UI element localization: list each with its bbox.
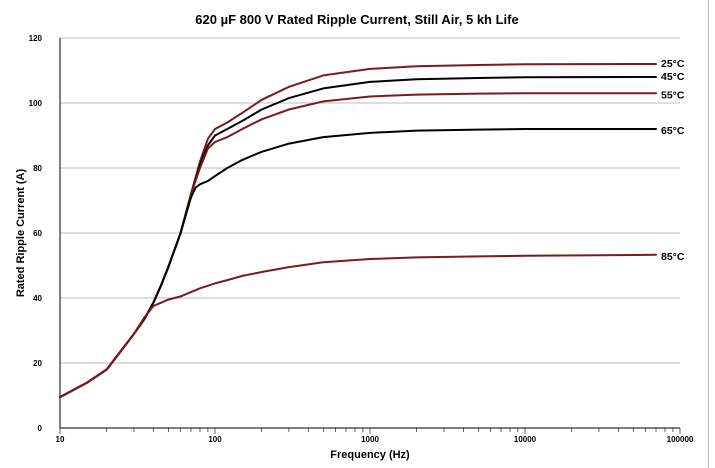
x-tick-label: 100	[208, 435, 222, 444]
x-tick-label: 10000	[514, 435, 537, 444]
series-lines	[59, 63, 657, 399]
series-label: 25°C	[661, 58, 685, 70]
y-tick-labels: 0 20 40 60 80 100 120	[29, 34, 43, 433]
series-label: 85°C	[661, 251, 685, 263]
series-label: 55°C	[661, 89, 685, 101]
y-tick-label: 60	[33, 229, 42, 238]
x-tick-label: 100000	[667, 435, 694, 444]
y-tick-label: 120	[29, 34, 43, 43]
y-tick-label: 40	[33, 294, 42, 303]
axes	[59, 38, 680, 429]
series-labels: 25°C45°C 55°C 65°C 85°C	[661, 58, 685, 263]
x-minor-ticks	[59, 428, 681, 434]
y-axis-label: Rated Ripple Current (A)	[15, 168, 27, 297]
x-tick-label: 1000	[361, 435, 379, 444]
y-tick-label: 80	[33, 164, 42, 173]
series-line-55c	[59, 92, 657, 399]
grid-lines	[60, 37, 680, 364]
series-line-25c	[59, 63, 657, 399]
series-line-85c	[59, 253, 657, 399]
x-axis-label: Frequency (Hz)	[330, 449, 410, 461]
x-tick-labels: 10 100 1000 10000 100000	[56, 435, 694, 444]
x-tick-label: 10	[56, 435, 65, 444]
y-tick-label: 0	[38, 424, 43, 433]
right-edge-rule	[708, 0, 709, 468]
y-tick-label: 100	[29, 99, 43, 108]
series-label: 65°C	[661, 125, 685, 137]
series-line-45c	[59, 76, 657, 399]
y-tick-label: 20	[33, 359, 42, 368]
series-line-65c	[59, 128, 657, 399]
chart-title: 620 µF 800 V Rated Ripple Current, Still…	[195, 12, 518, 27]
series-label: 45°C	[661, 71, 685, 83]
